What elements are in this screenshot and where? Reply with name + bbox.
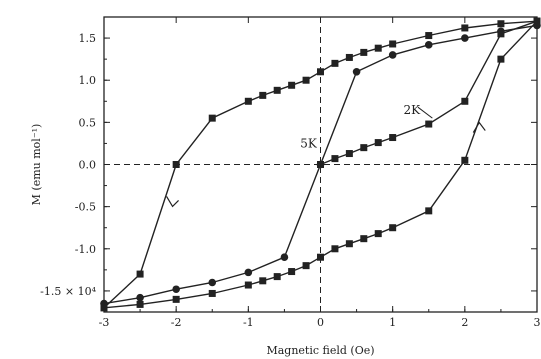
data-point-square <box>317 68 324 76</box>
data-point-square <box>389 224 397 232</box>
data-point-square <box>461 156 469 164</box>
data-point-square <box>374 230 382 238</box>
data-point-circle <box>136 293 144 302</box>
x-tick-label: -2 <box>171 316 182 329</box>
x-tick-label: -3 <box>99 316 110 329</box>
data-point-square <box>208 289 216 297</box>
data-point-circle <box>208 278 217 287</box>
data-point-square <box>331 59 339 67</box>
data-point-square <box>331 245 339 253</box>
data-point-square <box>136 270 144 278</box>
data-point-square <box>345 150 353 158</box>
sweep-arrow-up <box>472 121 486 133</box>
data-point-square <box>244 97 252 105</box>
label-leader <box>417 106 433 119</box>
data-point-square <box>389 40 397 48</box>
data-point-square <box>425 120 433 128</box>
y-tick-label: 0.0 <box>79 159 97 172</box>
data-point-square <box>360 235 368 243</box>
x-tick-label: 3 <box>534 316 541 329</box>
data-point-square <box>259 91 267 99</box>
data-point-square <box>497 20 505 28</box>
x-tick-label: 0 <box>317 316 324 329</box>
data-point-square <box>317 253 324 261</box>
data-point-square <box>136 300 144 308</box>
data-point-circle <box>388 51 397 59</box>
data-point-square <box>425 207 433 215</box>
data-point-square <box>360 144 368 152</box>
axis-ticks <box>103 16 538 313</box>
x-tick-label: 2 <box>461 316 468 329</box>
tick-labels: -3 -2 -1 0 1 2 3 1.5 1.0 0.5 0.0 -0.5 -1.0 -1.5 × 10⁴ <box>40 32 540 329</box>
data-point-square <box>533 17 541 25</box>
y-tick-label: 1.5 <box>79 32 97 45</box>
data-point-square <box>288 81 296 89</box>
data-point-square <box>259 277 267 285</box>
data-point-circle <box>424 41 433 49</box>
sweep-arrow-down <box>166 196 179 208</box>
y-axis-label: M (emu mol⁻¹) <box>30 124 43 206</box>
data-point-square <box>273 273 281 281</box>
data-point-square <box>497 55 505 63</box>
data-point-square <box>331 155 339 163</box>
data-point-square <box>461 97 469 105</box>
data-point-circle <box>352 67 361 76</box>
y-tick-label: 0.5 <box>79 116 97 129</box>
data-point-circle <box>533 21 541 30</box>
x-tick-label: -1 <box>243 316 254 329</box>
data-point-square <box>345 240 353 248</box>
data-point-square <box>288 268 296 276</box>
series-line <box>320 20 538 166</box>
series-5k <box>100 21 541 308</box>
data-point-square <box>100 304 108 312</box>
data-point-square <box>389 134 397 142</box>
data-point-square <box>208 114 216 122</box>
data-point-square <box>374 44 382 52</box>
data-point-square <box>172 161 180 168</box>
data-point-square <box>273 86 281 94</box>
data-point-circle <box>316 160 325 169</box>
data-point-circle <box>497 27 505 36</box>
y-tick-label: 1.0 <box>79 74 97 87</box>
data-point-square <box>302 76 310 84</box>
data-point-circle <box>244 268 253 277</box>
data-point-circle <box>100 299 108 308</box>
data-point-square <box>302 262 310 270</box>
x-tick-label: 1 <box>389 316 396 329</box>
y-tick-label: -0.5 <box>75 201 96 214</box>
data-point-square <box>461 24 469 32</box>
data-series <box>100 17 541 312</box>
data-point-circle <box>461 34 469 42</box>
y-tick-label: -1.5 × 10⁴ <box>40 285 96 298</box>
annotation-2k: 2K <box>403 103 421 117</box>
series-annotations: 2K 5K <box>166 103 486 208</box>
data-point-square <box>425 32 433 40</box>
data-point-circle <box>172 285 180 294</box>
data-point-square <box>345 53 353 61</box>
data-point-square <box>172 295 180 303</box>
y-tick-label: -1.0 <box>75 243 96 256</box>
data-point-square <box>360 48 368 56</box>
data-point-square <box>374 139 382 147</box>
data-point-circle <box>280 253 289 262</box>
data-point-square <box>244 281 252 289</box>
annotation-5k: 5K <box>300 137 318 151</box>
x-axis-label: Magnetic field (Oe) <box>266 344 374 357</box>
